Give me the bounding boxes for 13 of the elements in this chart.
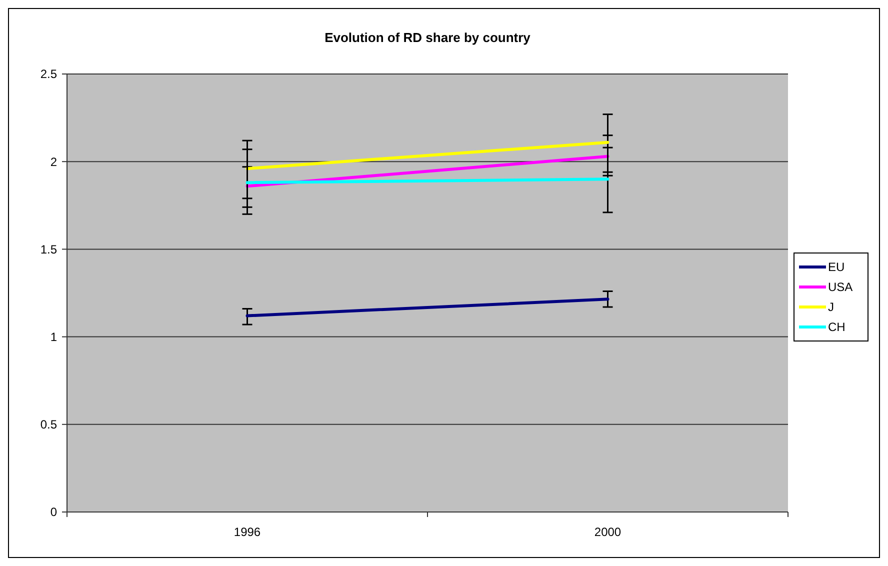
legend-label: CH bbox=[828, 320, 846, 334]
x-tick-label: 2000 bbox=[594, 525, 622, 539]
y-tick-label: 0.5 bbox=[40, 418, 58, 432]
y-tick-label: 1 bbox=[50, 330, 58, 344]
y-tick-label: 1.5 bbox=[40, 242, 58, 256]
y-tick-label: 2 bbox=[50, 154, 58, 169]
chart-title: Evolution of RD share by country bbox=[324, 30, 532, 45]
y-tick-label: 0 bbox=[50, 505, 58, 520]
legend-label: J bbox=[828, 300, 834, 314]
y-tick-label: 2.5 bbox=[40, 67, 58, 82]
legend-label: EU bbox=[828, 260, 845, 274]
x-tick-label: 1996 bbox=[234, 525, 261, 539]
legend-label: USA bbox=[828, 280, 853, 294]
